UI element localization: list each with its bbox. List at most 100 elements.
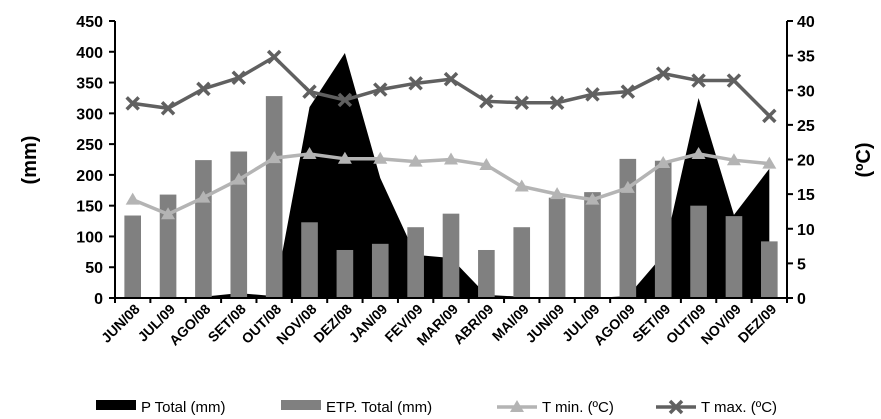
tmax-line [132, 54, 771, 118]
left-tick-label: 200 [76, 168, 103, 185]
tmin-point [373, 151, 388, 164]
legend: P Total (mm) ETP. Total (mm) T min. (ºC) T … [96, 399, 777, 416]
etp-bar [124, 215, 141, 298]
etp-bar [336, 249, 354, 298]
etp-bar [584, 192, 601, 298]
x-tick-label: DEZ/09 [735, 301, 780, 346]
left-tick-labels: 0 50 100 150 200 250 300 350 400 450 [76, 14, 115, 308]
tmin-point [161, 207, 176, 220]
tmin-point [125, 192, 140, 205]
etp-bar [407, 227, 424, 298]
left-tick-label: 0 [94, 291, 103, 308]
etp-bar [478, 249, 495, 298]
left-tick-label: 150 [76, 199, 103, 216]
legend-label-tmin: T min. (ºC) [542, 399, 614, 416]
tmin-point [656, 155, 671, 168]
y2-axis-label: (ºC) [853, 142, 875, 177]
tmax-point [160, 101, 176, 116]
etp-bar [159, 194, 177, 298]
y-axis-label: (mm) [19, 136, 41, 185]
legend-label-etp: ETP. Total (mm) [326, 399, 432, 416]
etp-bar [548, 197, 566, 298]
tmin-point [302, 146, 317, 159]
tmax-point [337, 92, 353, 108]
legend-label-tmax: T max. (ºC) [701, 399, 777, 416]
tmax-point [549, 95, 565, 110]
x-tick-label: ABR/09 [450, 301, 497, 348]
tmax-point [125, 96, 140, 111]
tmax-point [762, 108, 777, 124]
legend-marker-tmin [510, 400, 524, 412]
tmax-point [514, 95, 529, 110]
tmax-point [231, 70, 247, 86]
left-tick-label: 450 [76, 14, 103, 31]
x-tick-label: NOV/09 [698, 301, 745, 348]
legend-swatch-etp [281, 400, 321, 410]
etp-bar [301, 222, 318, 298]
tmin-point [514, 179, 529, 192]
tmin-point [550, 187, 565, 200]
right-tick-label: 40 [797, 14, 815, 31]
etp-bar [230, 151, 248, 298]
right-tick-label: 35 [797, 49, 815, 66]
right-tick-label: 20 [797, 153, 815, 170]
plot-area [124, 49, 778, 299]
etp-bar [761, 241, 778, 298]
tmin-point [231, 172, 246, 185]
left-tick-label: 400 [76, 45, 103, 62]
tmin-point [337, 151, 352, 164]
tmax-point [373, 82, 388, 97]
etp-bar [371, 243, 389, 298]
tmax-point [266, 49, 282, 65]
x-tick-label: NOV/08 [273, 301, 320, 348]
tmin-point [196, 190, 211, 203]
etp-bar [513, 227, 531, 298]
tmin-point [620, 180, 635, 193]
tmax-point [408, 76, 423, 91]
tmax-point [585, 87, 600, 102]
tmax-point [196, 81, 211, 97]
right-tick-label: 5 [797, 256, 806, 273]
right-tick-label: 25 [797, 118, 815, 135]
x-tick-label: DEZ/08 [310, 301, 355, 346]
tmin-point [444, 152, 458, 165]
tmin-point [726, 153, 741, 166]
precip-area [132, 53, 770, 299]
legend-swatch-precip [96, 400, 136, 410]
tmax-point [443, 71, 459, 87]
right-tick-label: 0 [797, 291, 806, 308]
legend-marker-tmax [668, 399, 684, 415]
etp-bar [619, 158, 637, 298]
left-tick-label: 100 [76, 229, 103, 246]
left-tick-label: 50 [85, 260, 103, 277]
right-tick-label: 15 [797, 187, 815, 204]
x-tick-label: JUN/09 [522, 301, 567, 346]
tmin-point [267, 151, 282, 164]
tmax-point [691, 73, 706, 88]
tmax-point [620, 84, 636, 99]
left-tick-label: 300 [76, 106, 103, 123]
tmax-point [726, 73, 742, 88]
etp-bar [690, 205, 707, 298]
etp-bar [442, 213, 460, 298]
right-tick-label: 10 [797, 222, 815, 239]
tmax-point [302, 84, 317, 99]
tmin-point [479, 158, 494, 171]
x-tick-label: JAN/09 [346, 301, 391, 346]
etp-bar [265, 96, 283, 298]
right-tick-label: 30 [797, 83, 815, 100]
tmin-point [408, 154, 423, 167]
tmin-point [762, 156, 777, 169]
right-tick-labels: 0 5 10 15 20 25 30 35 40 [787, 14, 815, 308]
etp-bar [195, 160, 212, 298]
x-tick-labels: JUN/08JUL/09AGO/08SET/08OUT/08NOV/08DEZ/… [98, 298, 788, 348]
tmin-point [585, 192, 600, 205]
left-tick-label: 350 [76, 76, 103, 93]
x-tick-label: JUN/08 [98, 301, 143, 346]
left-tick-label: 250 [76, 137, 103, 154]
legend-label-precip: P Total (mm) [141, 399, 225, 416]
tmin-point [691, 146, 706, 159]
tmax-point [655, 66, 671, 81]
etp-bar [725, 216, 743, 298]
